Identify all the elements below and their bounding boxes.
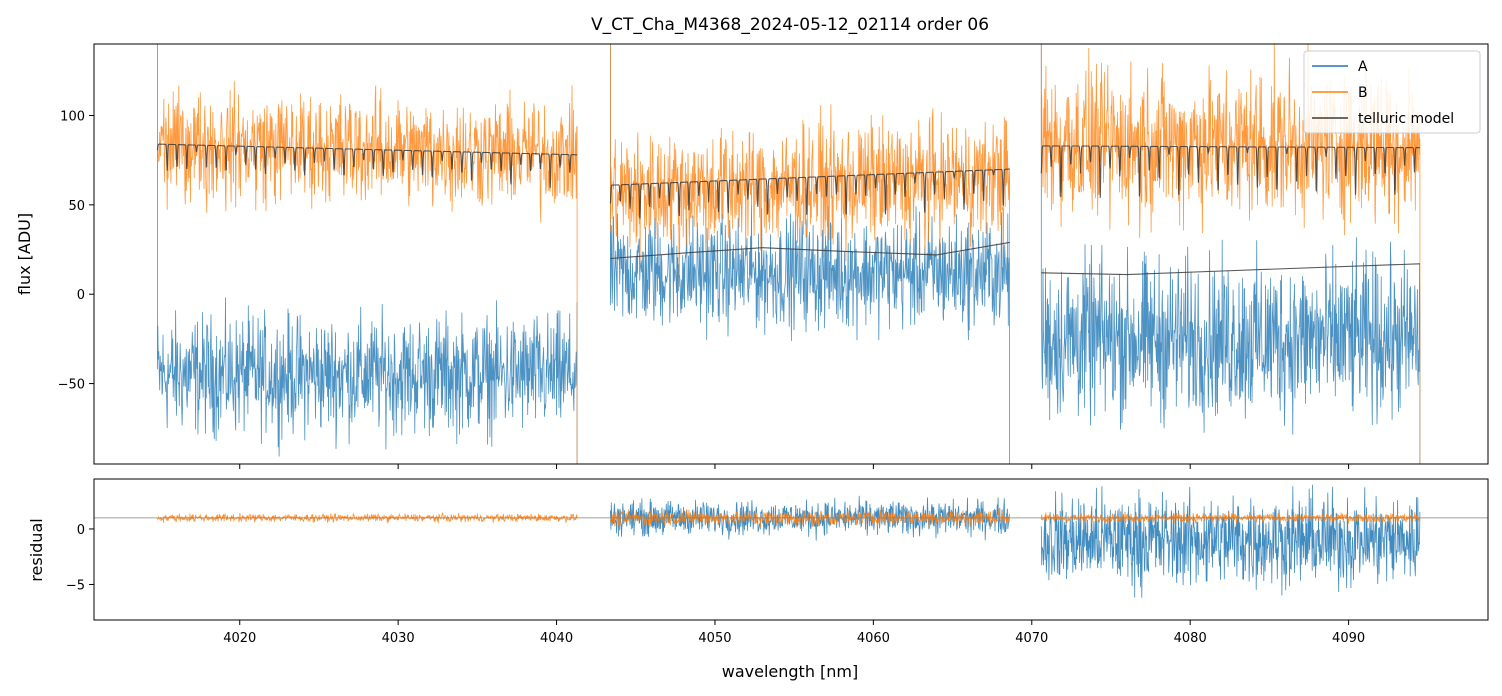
series-a-flux-line — [157, 44, 578, 464]
series-b-flux-line — [610, 44, 1010, 464]
flux-y-tick-label: 0 — [77, 288, 85, 303]
residual-panel-frame — [93, 478, 1489, 621]
residual-x-ticks: 4020 4030 4040 4050 4060 4070 4080 4090 — [223, 620, 1365, 646]
telluric-continuum-line — [1041, 263, 1420, 276]
x-tick-label: 4060 — [857, 631, 890, 646]
flux-plot-area — [156, 44, 1421, 464]
flux-panel: −50 0 50 100 flux [ADU] A B telluric model — [15, 43, 1489, 469]
x-tick-label: 4070 — [1015, 631, 1048, 646]
x-tick-label: 4050 — [698, 631, 731, 646]
legend-label-telluric: telluric model — [1358, 111, 1454, 127]
chart-title: V_CT_Cha_M4368_2024-05-12_02114 order 06 — [591, 15, 989, 35]
legend-label-b: B — [1358, 85, 1368, 101]
residual-y-ticks: −5 0 — [66, 523, 94, 593]
series-b-flux-line — [157, 44, 578, 464]
legend-box — [1303, 50, 1481, 134]
flux-y-tick-label: 100 — [60, 109, 85, 124]
residual-y-tick-label: −5 — [66, 578, 85, 593]
x-tick-label: 4040 — [540, 631, 573, 646]
residual-plot-area — [94, 484, 1488, 598]
series-a-residual-line — [1040, 484, 1421, 598]
flux-y-tick-label: −50 — [58, 378, 85, 393]
residual-y-tick-label: 0 — [77, 523, 85, 538]
series-a-flux-line — [1040, 44, 1421, 464]
flux-panel-frame — [93, 43, 1489, 465]
flux-y-tick-label: 50 — [68, 199, 85, 214]
flux-x-ticks — [239, 464, 1350, 469]
telluric-model-line — [156, 143, 578, 188]
series-a-flux-line — [610, 44, 1010, 464]
x-tick-label: 4090 — [1332, 631, 1365, 646]
residual-y-axis-label: residual — [27, 518, 46, 581]
legend-label-a: A — [1358, 59, 1368, 75]
series-b-residual-line — [610, 508, 1010, 528]
flux-y-axis-label: flux [ADU] — [15, 213, 34, 295]
telluric-model-line — [1040, 145, 1420, 198]
residual-panel: −5 0 4020 4030 4040 4050 4060 4070 4080 4090 res… — [27, 478, 1489, 646]
legend: A B telluric model — [1303, 50, 1481, 134]
x-tick-label: 4080 — [1174, 631, 1207, 646]
x-tick-label: 4020 — [223, 631, 256, 646]
series-b-flux-line — [1040, 44, 1421, 464]
flux-y-ticks: −50 0 50 100 — [58, 109, 94, 393]
x-tick-label: 4030 — [382, 631, 415, 646]
telluric-model-line — [609, 168, 1010, 219]
x-axis-label: wavelength [nm] — [722, 662, 859, 681]
telluric-continuum-line — [610, 241, 1010, 260]
series-b-residual-line — [1040, 511, 1421, 525]
